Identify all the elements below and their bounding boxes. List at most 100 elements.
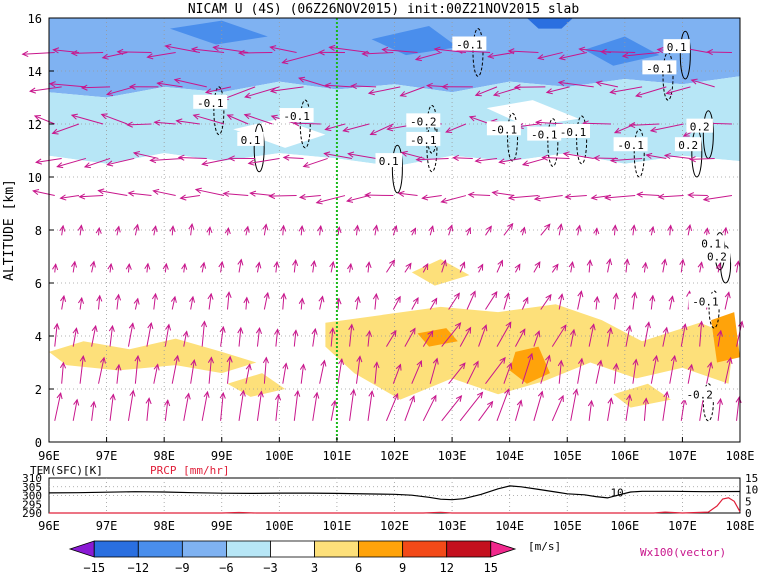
wind-vector (312, 391, 320, 421)
wind-vector (415, 156, 449, 163)
shade-region (526, 18, 573, 29)
wind-vector (478, 400, 494, 422)
wind-vector (477, 263, 484, 273)
wind-vector (665, 86, 691, 96)
wind-vectors (21, 43, 744, 422)
wind-vector (293, 389, 301, 421)
wind-vector (162, 262, 169, 273)
wind-vector (569, 328, 576, 347)
wind-vector (466, 290, 476, 310)
wind-vector (697, 261, 704, 273)
colorbar-swatch (402, 540, 448, 558)
vector-label: Wx100(vector) (640, 546, 726, 559)
contour-line (391, 144, 403, 194)
wind-vector (97, 188, 128, 197)
wind-vector (372, 292, 379, 310)
wind-vector (188, 222, 195, 236)
wind-vector (72, 327, 79, 347)
wind-vector (228, 155, 256, 162)
wind-vector (606, 258, 613, 273)
wind-vector (724, 291, 731, 310)
contour-label-box (527, 126, 562, 141)
wind-vector (540, 354, 551, 384)
wind-vector (698, 320, 705, 347)
contour-label: 0.1 (701, 237, 721, 250)
wind-vector (612, 362, 620, 384)
wind-vector (587, 399, 594, 421)
wind-vector (428, 225, 435, 236)
left-tick-label: 300 (22, 490, 42, 503)
chart-title: NICAM U (4S) (06Z26NOV2015) init:00Z21NO… (188, 2, 580, 17)
wind-vector (468, 115, 491, 125)
wind-vector (735, 396, 742, 421)
wind-vector (144, 262, 151, 273)
y-tick-label: 6 (35, 277, 42, 291)
wind-vector (399, 86, 425, 97)
wind-vector (557, 223, 564, 236)
wind-vector (715, 262, 722, 273)
prcp-series-line (49, 497, 741, 514)
wind-vector (149, 157, 183, 164)
wind-vector (225, 291, 232, 310)
wind-vector (72, 398, 80, 421)
wind-vector (179, 194, 200, 201)
wind-vector (433, 46, 466, 53)
colorbar-swatch (270, 540, 315, 558)
wind-vector (545, 86, 570, 95)
wind-vector (621, 51, 660, 59)
wind-vector (33, 115, 55, 125)
left-tick-label: 310 (22, 472, 42, 485)
panel-x-axis-ticks: 96E 97E 98E 99E 100E 101E 102E 103E 104E 105E 106E… (38, 519, 754, 533)
contour-label: -0.1 (617, 139, 644, 152)
wind-vector (641, 261, 649, 273)
wind-vector (318, 295, 325, 310)
wind-vector (226, 355, 233, 384)
right-tick-label: 15 (745, 472, 758, 485)
shade-region (584, 36, 660, 66)
wind-vector (410, 227, 417, 236)
wind-vector (445, 123, 467, 133)
contour-line (213, 86, 225, 136)
wind-vector (346, 195, 370, 203)
wind-vector (243, 296, 250, 310)
wind-vector (414, 51, 442, 62)
wind-vector (429, 357, 439, 384)
y-tick-label: 0 (35, 436, 42, 450)
wind-vector (134, 354, 141, 384)
contour-label: -0.2 (410, 115, 437, 128)
wind-vector (369, 123, 394, 136)
wind-vector (145, 397, 152, 421)
contour-line (253, 123, 265, 173)
x-tick-label: 106E (610, 449, 639, 463)
shade-region (371, 26, 458, 56)
wind-vector (292, 329, 299, 347)
x-tick-label: 108E (726, 449, 755, 463)
contour-line (426, 104, 438, 154)
wind-vector (77, 224, 84, 236)
wind-vector (59, 361, 67, 384)
wind-vector (533, 390, 544, 421)
contour-label-box (406, 113, 441, 128)
wind-vector (274, 328, 281, 347)
wind-vector (169, 225, 176, 236)
wind-vector (330, 399, 338, 421)
panel-x-tick-label: 108E (726, 519, 755, 533)
wind-vector (628, 122, 660, 129)
wind-vector (59, 224, 66, 236)
wind-vector (636, 191, 660, 198)
wind-vector (706, 49, 732, 56)
wind-vector (190, 358, 197, 384)
wind-vector (302, 157, 328, 168)
contour-label-box (486, 121, 521, 136)
panel-x-tick-label: 105E (553, 519, 582, 533)
wind-vector (491, 190, 515, 197)
wind-vector (604, 194, 636, 201)
wind-vector (194, 187, 225, 197)
wind-vector (411, 296, 419, 310)
x-tick-label: 99E (211, 449, 233, 463)
panel-x-tick-label: 107E (668, 519, 697, 533)
x-axis-ticks: 96E 97E 98E 99E 100E 101E 102E 103E 104E 105E 106E… (38, 437, 754, 463)
wind-vector (153, 363, 160, 384)
right-tick-label: 10 (745, 484, 758, 497)
contour-label: -0.1 (692, 296, 719, 309)
